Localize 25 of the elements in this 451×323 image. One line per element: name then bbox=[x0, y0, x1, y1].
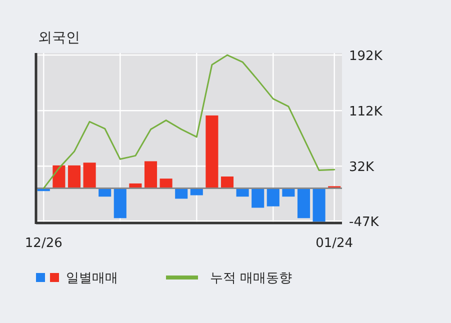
bar bbox=[160, 178, 172, 188]
bar bbox=[236, 188, 249, 197]
bar bbox=[114, 188, 126, 218]
y-tick-label: 32K bbox=[349, 160, 375, 176]
y-tick-label: -47K bbox=[349, 214, 380, 230]
bar bbox=[206, 115, 218, 188]
bar bbox=[175, 188, 188, 199]
y-tick-label: 192K bbox=[349, 49, 383, 64]
x-tick-label: 01/24 bbox=[316, 236, 354, 251]
line-series bbox=[42, 54, 336, 190]
legend-label: 일별매매 bbox=[66, 271, 118, 286]
bar bbox=[266, 188, 280, 206]
bar bbox=[83, 162, 96, 188]
bar bbox=[282, 188, 295, 197]
bar bbox=[297, 188, 310, 218]
bar bbox=[68, 165, 81, 188]
x-tick-label: 12/26 bbox=[24, 236, 62, 251]
bar bbox=[144, 161, 158, 188]
bar bbox=[252, 188, 264, 208]
y-tick-label: 112K bbox=[349, 104, 383, 120]
bar bbox=[98, 188, 112, 197]
legend-label: 누적 매매동향 bbox=[210, 271, 292, 286]
bar bbox=[220, 176, 234, 188]
bar bbox=[312, 188, 326, 222]
chart-title: 외국인 bbox=[38, 30, 80, 46]
